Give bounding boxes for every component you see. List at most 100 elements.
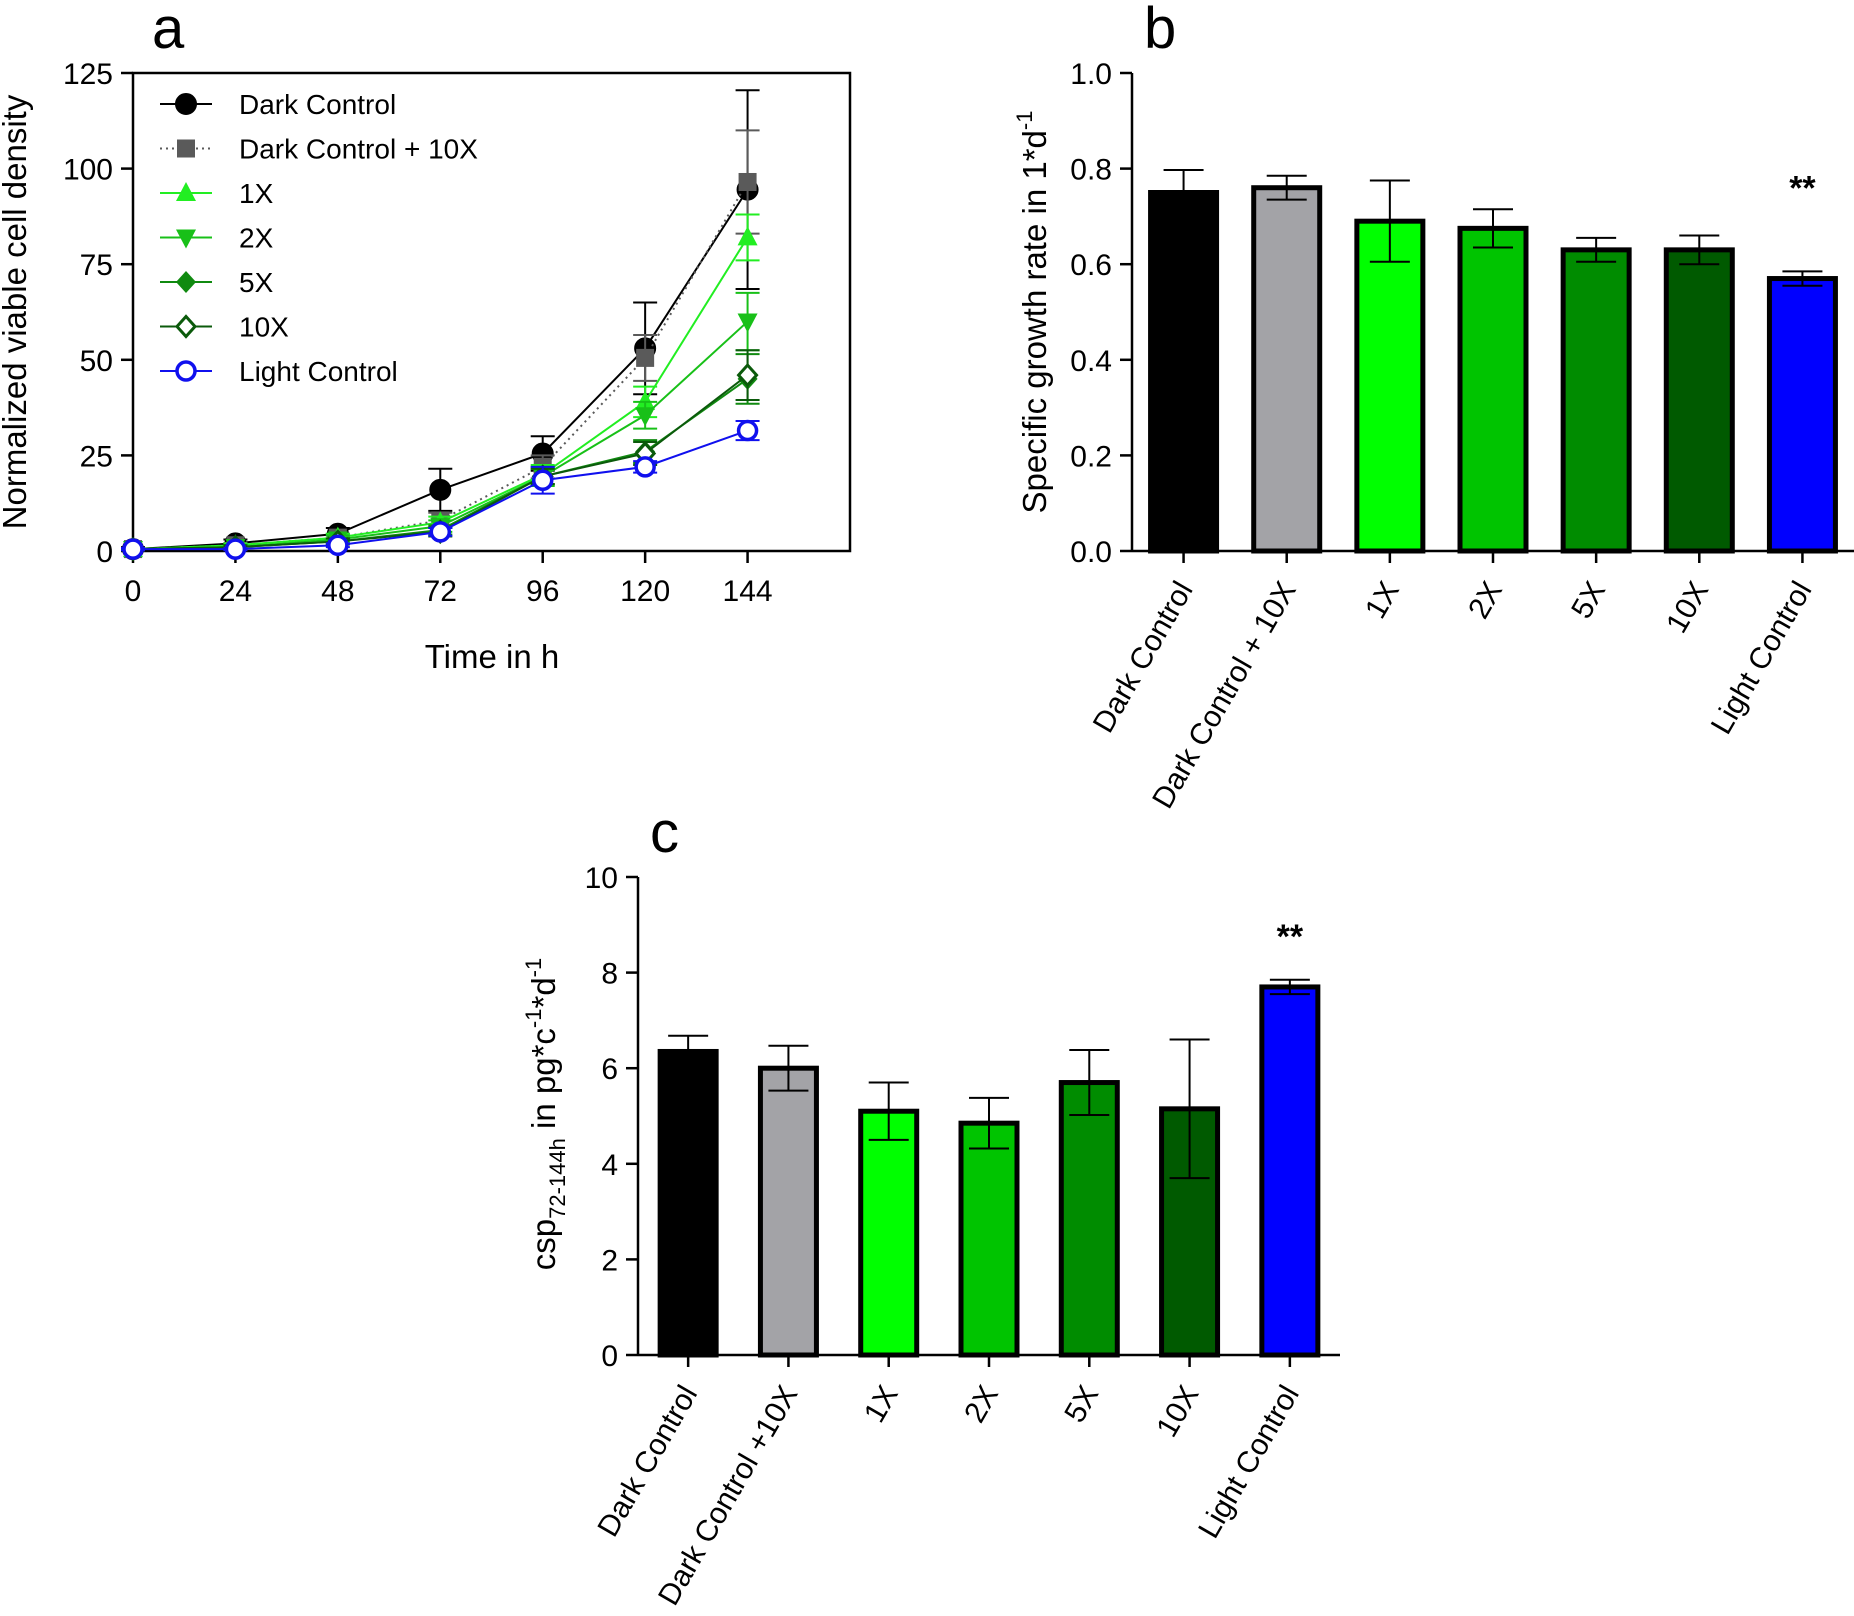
panel-c-y-axis-title-sup1: -1 [521,1009,546,1029]
legend-marker-light-control [175,360,197,382]
panel-b-y-tick-label-3: 0.6 [1070,249,1112,282]
legend-label-dark-control: Dark Control [239,89,396,120]
legend-item-2x: 2X [160,223,274,254]
x-tick-label-dark-control: Dark Control [591,1380,704,1542]
panel-a-x-tick-label-1: 24 [219,575,252,608]
data-point-light-control-96 [531,469,554,492]
bar-dark-control-10x [757,1065,819,1358]
legend-label-light-control: Light Control [239,356,398,387]
bar-5x [1560,247,1632,554]
panel-c-y-axis-title-mid: in pg*c [525,1028,562,1138]
panel-b-y-axis-title-main: Specific growth rate in 1*d [1016,130,1053,513]
legend-marker-dark-control-10x [177,139,195,158]
data-point-light-control-24 [224,538,247,560]
series-light-control [121,419,760,560]
data-point-1x-144 [737,226,758,246]
panel-a-y-tick-label-5: 125 [63,58,113,91]
significance-marker-light-control: ** [1789,169,1816,207]
data-point-dark-control-10x-120 [636,348,655,367]
legend-marker-5x [176,271,196,293]
legend-marker-2x [176,229,196,249]
bar-light-control [1766,276,1838,554]
panel-a-x-tick-label-4: 96 [526,575,559,608]
panel-a-y-axis: 0 25 50 75 100 125 [63,58,133,569]
panel-c-y-tick-label-0: 0 [601,1340,618,1373]
bar-dark-control-10x [1251,185,1323,554]
data-point-dark-control-10x-144 [738,172,757,191]
panel-a-x-tick-label-2: 48 [321,575,354,608]
legend-label-2x: 2X [239,223,274,254]
panel-a-y-tick-label-4: 100 [63,154,113,187]
panel-a-y-axis-title: Normalized viable cell density [0,94,33,529]
panel-a-legend: Dark Control Dark Control + 10X 1X 2X 5X 10X L… [160,89,478,387]
panel-a-x-tick-label-0: 0 [125,575,142,608]
legend-item-dark-control: Dark Control [160,89,396,120]
panel-a-plot-frame [131,71,852,553]
panel-c-y-axis-title: csp72-144h in pg*c-1*d-1 [521,958,570,1271]
panel-b-y-tick-label-0: 0.0 [1070,536,1112,569]
panel-c-y-tick-label-4: 8 [601,958,618,991]
data-point-2x-120 [635,407,656,427]
panel-c-y-tick-label-1: 2 [601,1244,618,1277]
bar-2x [1457,225,1529,554]
panel-c-y-axis-title-main: csp [525,1219,562,1270]
legend-item-5x: 5X [160,267,274,298]
legend-item-dark-control-10x: Dark Control + 10X [160,134,478,165]
bar-dark-control [657,1048,719,1358]
panel-a-x-tick-label-5: 120 [620,575,670,608]
panel-c-bars: ** [657,918,1321,1358]
panel-a-x-axis-title: Time in h [425,638,559,675]
x-tick-label-10x: 10X [1150,1380,1205,1443]
panel-a-y-tick-label-1: 25 [80,440,113,473]
panel-b-letter: b [1144,0,1176,61]
x-tick-label-2x: 2X [1462,576,1509,624]
panel-a-x-tick-label-6: 144 [723,575,773,608]
legend-item-light-control: Light Control [160,356,398,387]
panel-c-y-axis-title-mid2: *d [525,977,562,1008]
panel-c-letter: c [650,800,679,865]
data-point-dark-control-72 [429,478,452,501]
legend-label-5x: 5X [239,267,274,298]
panel-b-y-axis-title: Specific growth rate in 1*d-1 [1012,111,1053,514]
panel-b-bar-chart: b 0.00.20.40.60.81.0 ** Dark ControlDark… [1012,0,1854,814]
data-point-10x-144 [736,362,759,388]
data-point-1x-120 [635,390,656,410]
bar-2x [958,1120,1020,1358]
data-point-light-control-120 [634,456,656,478]
panel-b-y-tick-label-2: 0.4 [1070,345,1112,378]
significance-marker-light-control: ** [1277,918,1304,956]
panel-a-y-tick-label-3: 75 [80,249,113,282]
legend-marker-dark-control [175,93,197,115]
x-tick-label-2x: 2X [958,1380,1005,1428]
panel-c-y-axis-title-sup2: -1 [521,958,546,978]
panel-a-series-group [121,89,760,562]
panel-c-y-tick-label-5: 10 [585,862,618,895]
x-tick-label-light-control: Light Control [1192,1380,1306,1544]
panel-b-y-axis: 0.0 0.2 0.4 0.6 0.8 1.0 [1070,58,1132,569]
panel-b-bars: ** [1148,169,1838,554]
panel-c-y-axis-title-sub: 72-144h [545,1138,570,1219]
x-tick-label-10x: 10X [1660,576,1715,639]
x-tick-label-5x: 5X [1565,576,1612,624]
panel-b-y-axis-title-sup: -1 [1012,111,1037,131]
panel-a-y-tick-label-0: 0 [96,536,113,569]
panel-b-y-tick-label-1: 0.2 [1070,440,1112,473]
data-point-light-control-144 [736,419,759,442]
x-tick-label-5x: 5X [1058,1380,1105,1428]
panel-a-letter: a [152,0,185,61]
bar-dark-control [1148,190,1220,554]
data-point-light-control-0 [122,538,144,560]
bar-light-control [1259,984,1321,1358]
legend-item-1x: 1X [160,178,274,209]
bar-10x [1663,247,1735,554]
panel-c-y-tick-label-3: 6 [601,1053,618,1086]
legend-marker-10x [174,314,198,339]
legend-label-10x: 10X [239,312,289,343]
panel-a-x-tick-label-3: 72 [424,575,457,608]
x-tick-label-light-control: Light Control [1705,576,1819,740]
legend-marker-1x [176,182,196,201]
